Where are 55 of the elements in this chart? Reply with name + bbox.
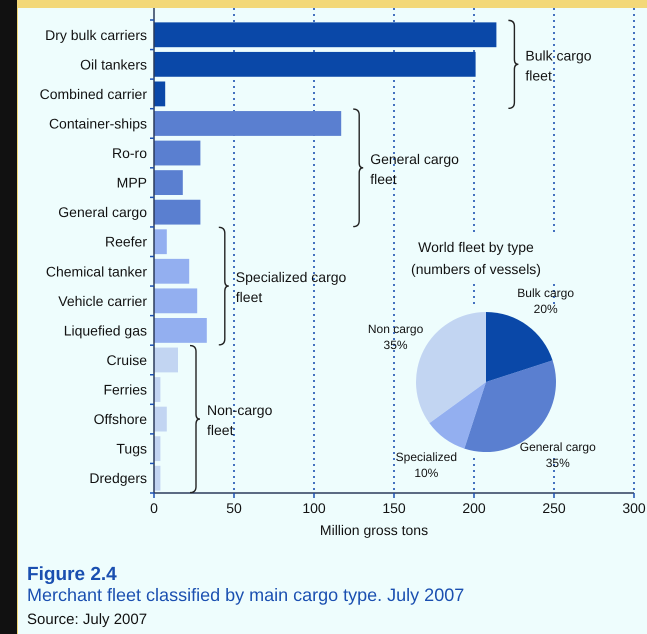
source-note: Source: July 2007	[27, 611, 148, 628]
x-tick-label: 200	[462, 500, 486, 516]
y-tick-label: General cargo	[58, 204, 148, 220]
x-tick-label: 0	[150, 500, 158, 516]
x-axis-title: Million gross tons	[320, 522, 428, 538]
bar	[154, 140, 200, 166]
bar	[154, 406, 167, 432]
annotation: Specialized cargo fleet	[236, 269, 347, 306]
y-tick-label: Combined carrier	[40, 86, 148, 102]
y-tick-label: MPP	[116, 174, 147, 191]
annotation: General cargo fleet	[370, 150, 460, 187]
pie-slice	[429, 382, 486, 449]
x-tick-label: 50	[226, 500, 242, 516]
y-tick-label: Chemical tanker	[46, 263, 148, 280]
data-label: 35%	[384, 338, 408, 352]
y-tick-label: Reefer	[104, 234, 148, 250]
slice-label: General cargo	[520, 440, 596, 454]
y-tick-label: Vehicle carrier	[58, 292, 148, 309]
slice-label: Specialized	[396, 450, 458, 464]
x-tick-label: 250	[542, 500, 566, 516]
bar	[154, 52, 476, 77]
bar	[154, 22, 496, 48]
y-tick-label: Ro-ro	[112, 145, 148, 162]
x-tick-label: 150	[382, 500, 406, 516]
data-label: 35%	[546, 456, 570, 470]
bar	[154, 81, 166, 106]
bar	[154, 348, 178, 372]
y-tick-label: Tugs	[116, 440, 147, 457]
chart-title: World fleet by type (numbers of vessels)	[411, 239, 541, 277]
text: Merchant fleet classified by main cargo type. July 2007	[27, 585, 464, 605]
y-tick-label: Dredgers	[89, 470, 147, 486]
slice-label: Bulk cargo	[517, 286, 574, 300]
y-tick-label: Cruise	[106, 352, 148, 368]
bar	[154, 111, 342, 136]
data-label: 10%	[414, 466, 439, 480]
y-tick-label: Oil tankers	[80, 56, 147, 72]
text: Figure 2.4	[27, 564, 118, 585]
data-label: 20%	[534, 302, 558, 316]
annotation: Bulk cargo fleet	[525, 47, 592, 84]
pie-slice	[486, 312, 553, 382]
y-tick-label: Dry bulk carriers	[45, 26, 147, 43]
x-tick-label: 100	[302, 500, 326, 516]
bar	[154, 258, 190, 284]
y-tick-label: Container-ships	[48, 115, 147, 132]
slice-label: Non cargo	[368, 322, 424, 336]
annotation: Non-cargo fleet	[207, 402, 273, 438]
y-tick-label: Offshore	[94, 411, 148, 428]
y-tick-label: Liquefied gas	[64, 322, 147, 338]
bar	[154, 229, 167, 254]
bar	[154, 288, 198, 314]
bar	[154, 200, 200, 225]
bar	[154, 170, 183, 196]
bar	[154, 318, 207, 343]
y-tick-label: Ferries	[103, 382, 147, 398]
x-tick-label: 300	[622, 500, 646, 516]
